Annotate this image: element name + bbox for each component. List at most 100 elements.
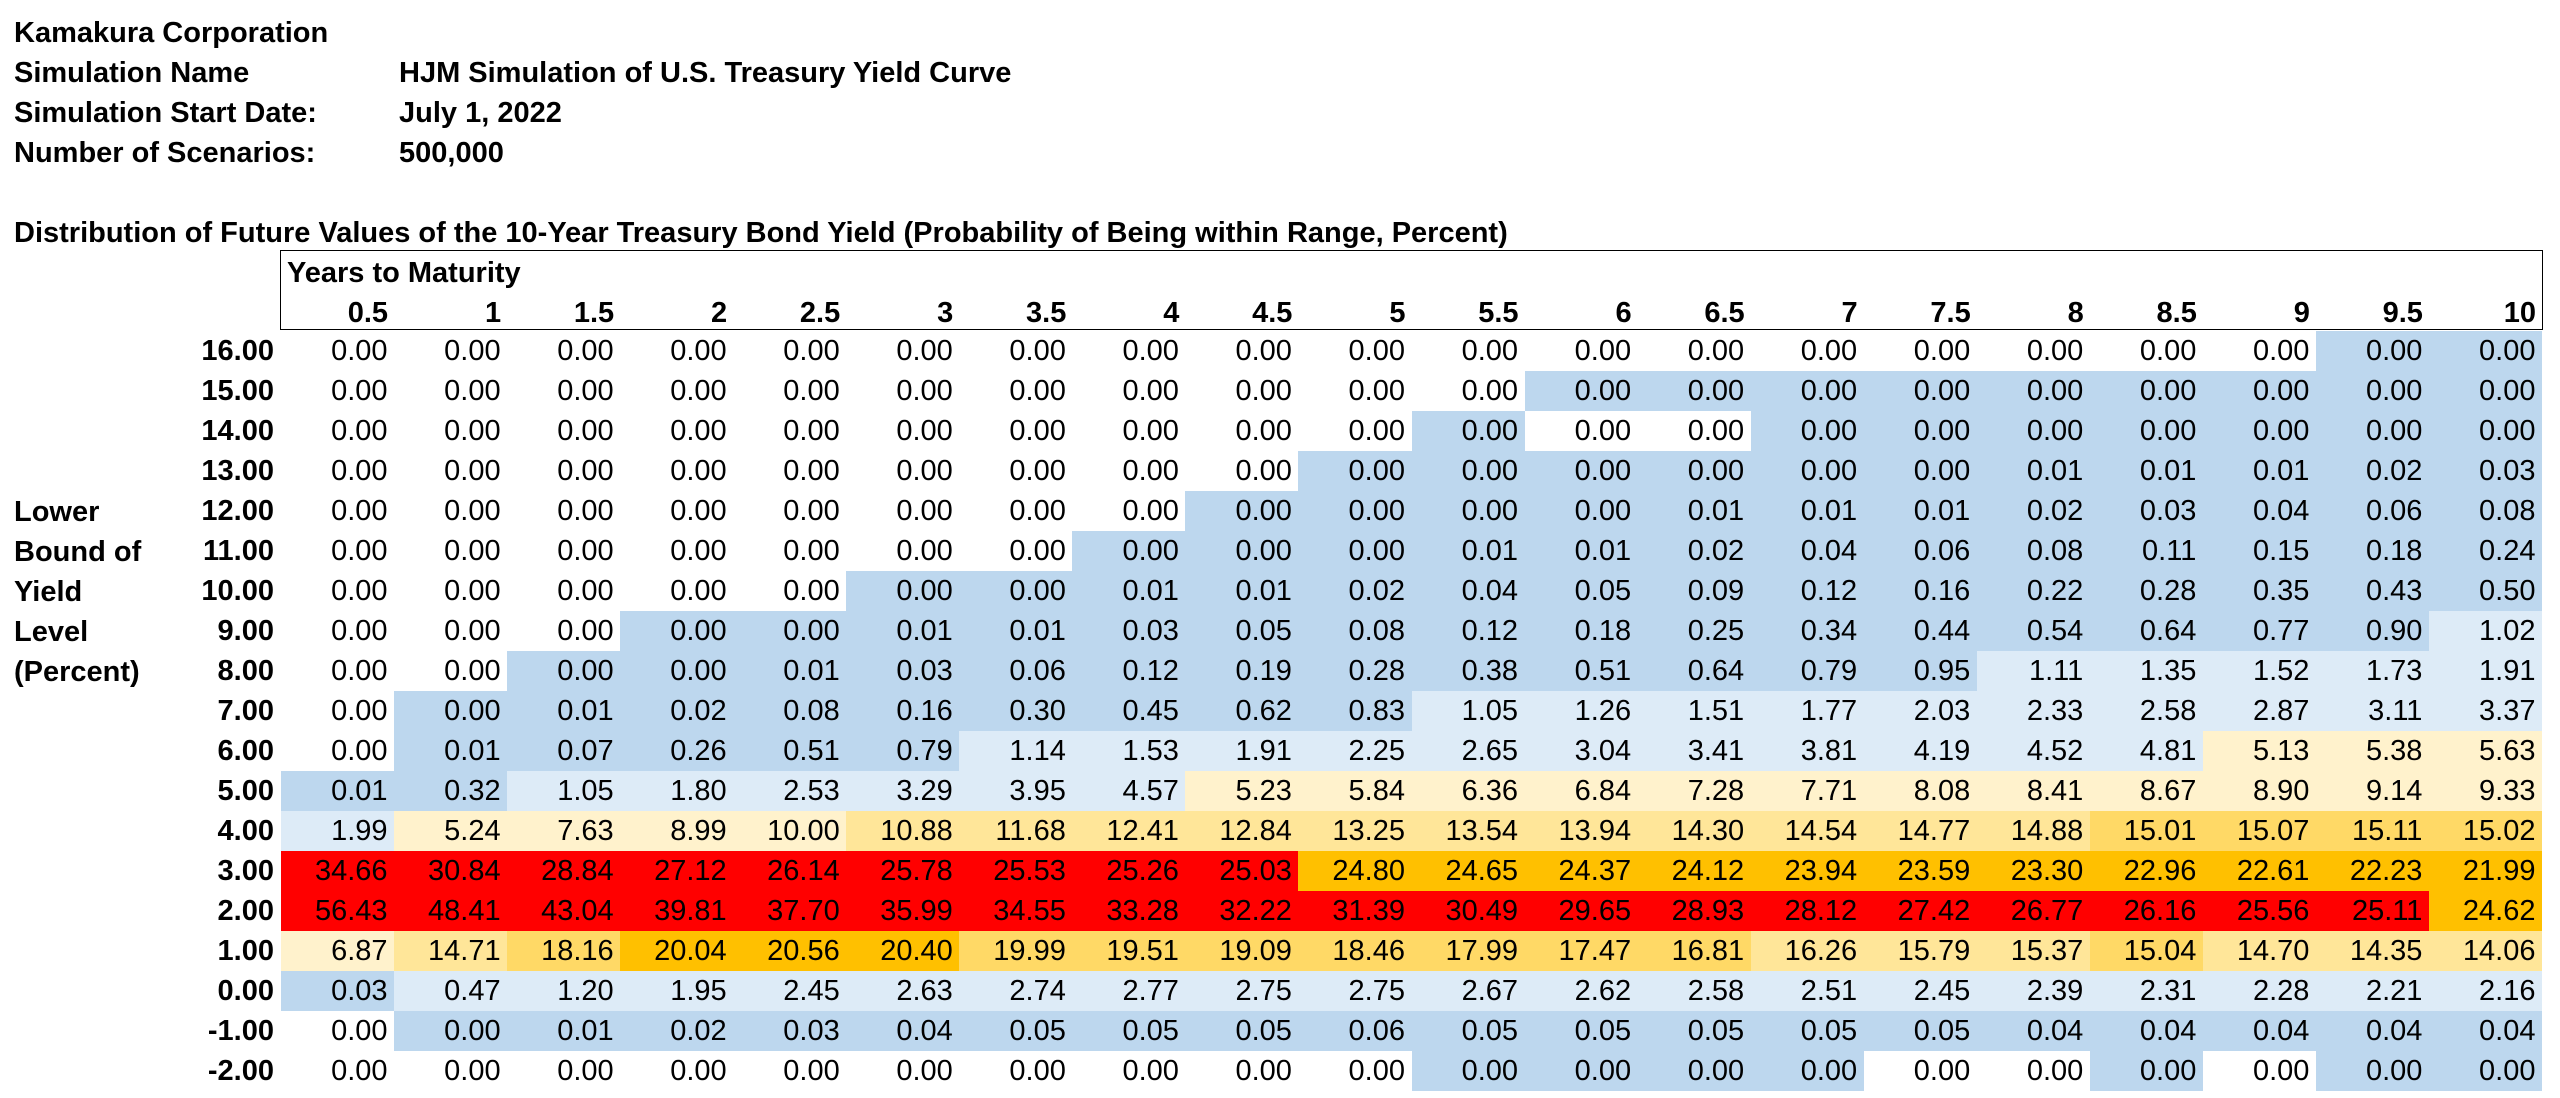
table-cell: 2.25	[1298, 731, 1412, 771]
table-cell: 2.65	[1411, 731, 1526, 771]
row-header: -2.00	[207, 1055, 274, 1087]
table-cell: 0.30	[959, 691, 1073, 731]
table-cell: 0.54	[1976, 611, 2091, 651]
table-cell: 0.05	[1411, 1011, 1526, 1051]
table-cell: 0.16	[846, 691, 960, 731]
table-cell: 0.07	[507, 731, 621, 771]
table-cell: 18.16	[507, 931, 621, 971]
table-cell: 0.08	[1976, 531, 2091, 571]
table-cell: 10.88	[846, 811, 960, 851]
table-cell: 0.05	[1863, 1011, 1978, 1051]
table-cell: 0.04	[2089, 1011, 2204, 1051]
row-header: 14.00	[201, 415, 274, 447]
table-cell: 0.79	[846, 731, 960, 771]
table-cell: 0.43	[2315, 571, 2430, 611]
row-header: 2.00	[217, 895, 274, 927]
table-cell: 0.00	[394, 1011, 508, 1051]
table-cell: 0.00	[1298, 371, 1412, 411]
table-cell: 15.04	[2089, 931, 2204, 971]
table-cell: 0.00	[281, 491, 395, 531]
table-cell: 0.00	[846, 331, 960, 371]
scenarios-value: 500,000	[399, 137, 504, 169]
table-cell: 0.00	[1976, 331, 2091, 371]
table-cell: 2.62	[1524, 971, 1639, 1011]
table-cell: 19.51	[1072, 931, 1186, 971]
table-cell: 0.00	[1750, 371, 1865, 411]
table-cell: 14.35	[2315, 931, 2430, 971]
row-axis-label-line: Lower	[14, 496, 100, 528]
table-cell: 14.54	[1750, 811, 1865, 851]
table-cell: 12.84	[1185, 811, 1299, 851]
table-cell: 2.75	[1298, 971, 1412, 1011]
row-header: 5.00	[217, 775, 274, 807]
table-cell: 0.00	[1750, 331, 1865, 371]
table-cell: 9.33	[2428, 771, 2543, 811]
table-cell: 0.00	[394, 651, 508, 691]
table-cell: 0.00	[1637, 451, 1752, 491]
table-cell: 0.12	[1750, 571, 1865, 611]
table-cell: 0.16	[1863, 571, 1978, 611]
table-cell: 0.00	[281, 571, 395, 611]
table-cell: 0.00	[1976, 411, 2091, 451]
table-cell: 25.03	[1185, 851, 1299, 891]
column-header: 2.5	[799, 297, 841, 329]
table-cell: 1.20	[507, 971, 621, 1011]
table-cell: 0.00	[1298, 491, 1412, 531]
table-cell: 0.02	[1298, 571, 1412, 611]
table-cell: 0.03	[2428, 451, 2543, 491]
table-cell: 24.65	[1411, 851, 1526, 891]
table-cell: 0.02	[1976, 491, 2091, 531]
table-cell: 0.00	[281, 691, 395, 731]
table-cell: 13.25	[1298, 811, 1412, 851]
table-cell: 0.02	[620, 1011, 734, 1051]
table-cell: 6.87	[281, 931, 395, 971]
table-cell: 3.37	[2428, 691, 2543, 731]
table-cell: 4.57	[1072, 771, 1186, 811]
table-cell: 1.26	[1524, 691, 1639, 731]
table-cell: 0.00	[620, 411, 734, 451]
table-cell: 20.04	[620, 931, 734, 971]
table-cell: 19.09	[1185, 931, 1299, 971]
table-cell: 24.80	[1298, 851, 1412, 891]
table-cell: 0.00	[2089, 411, 2204, 451]
table-cell: 5.24	[394, 811, 508, 851]
table-cell: 0.03	[2089, 491, 2204, 531]
column-header: 6.5	[1704, 297, 1745, 329]
table-cell: 18.46	[1298, 931, 1412, 971]
table-cell: 0.28	[1298, 651, 1412, 691]
table-cell: 25.78	[846, 851, 960, 891]
table-cell: 43.04	[507, 891, 621, 931]
table-cell: 2.51	[1750, 971, 1865, 1011]
table-cell: 6.84	[1524, 771, 1639, 811]
table-cell: 0.00	[1185, 451, 1299, 491]
table-cell: 9.14	[2315, 771, 2430, 811]
row-axis-label: Lower Bound of Yield Level (Percent)	[14, 492, 141, 692]
table-cell: 0.00	[507, 1051, 621, 1091]
table-cell: 27.42	[1863, 891, 1978, 931]
table-cell: 1.91	[2428, 651, 2543, 691]
table-cell: 0.00	[1411, 451, 1526, 491]
table-cell: 0.05	[1524, 1011, 1639, 1051]
table-cell: 3.11	[2315, 691, 2430, 731]
table-cell: 2.53	[733, 771, 847, 811]
table-cell: 0.00	[959, 411, 1073, 451]
table-cell: 1.80	[620, 771, 734, 811]
table-cell: 0.00	[959, 491, 1073, 531]
table-cell: 0.09	[1637, 571, 1752, 611]
table-cell: 12.41	[1072, 811, 1186, 851]
table-cell: 0.00	[1411, 1051, 1526, 1091]
table-cell: 0.00	[2202, 1051, 2317, 1091]
table-cell: 0.00	[394, 1051, 508, 1091]
table-cell: 34.66	[281, 851, 395, 891]
table-cell: 35.99	[846, 891, 960, 931]
table-cell: 0.00	[733, 611, 847, 651]
table-cell: 25.53	[959, 851, 1073, 891]
table-cell: 0.00	[1411, 331, 1526, 371]
table-cell: 1.53	[1072, 731, 1186, 771]
table-cell: 0.04	[2428, 1011, 2543, 1051]
table-cell: 0.00	[1298, 1051, 1412, 1091]
table-cell: 5.23	[1185, 771, 1299, 811]
table-cell: 0.05	[1637, 1011, 1752, 1051]
table-cell: 0.00	[733, 1051, 847, 1091]
table-cell: 0.83	[1298, 691, 1412, 731]
